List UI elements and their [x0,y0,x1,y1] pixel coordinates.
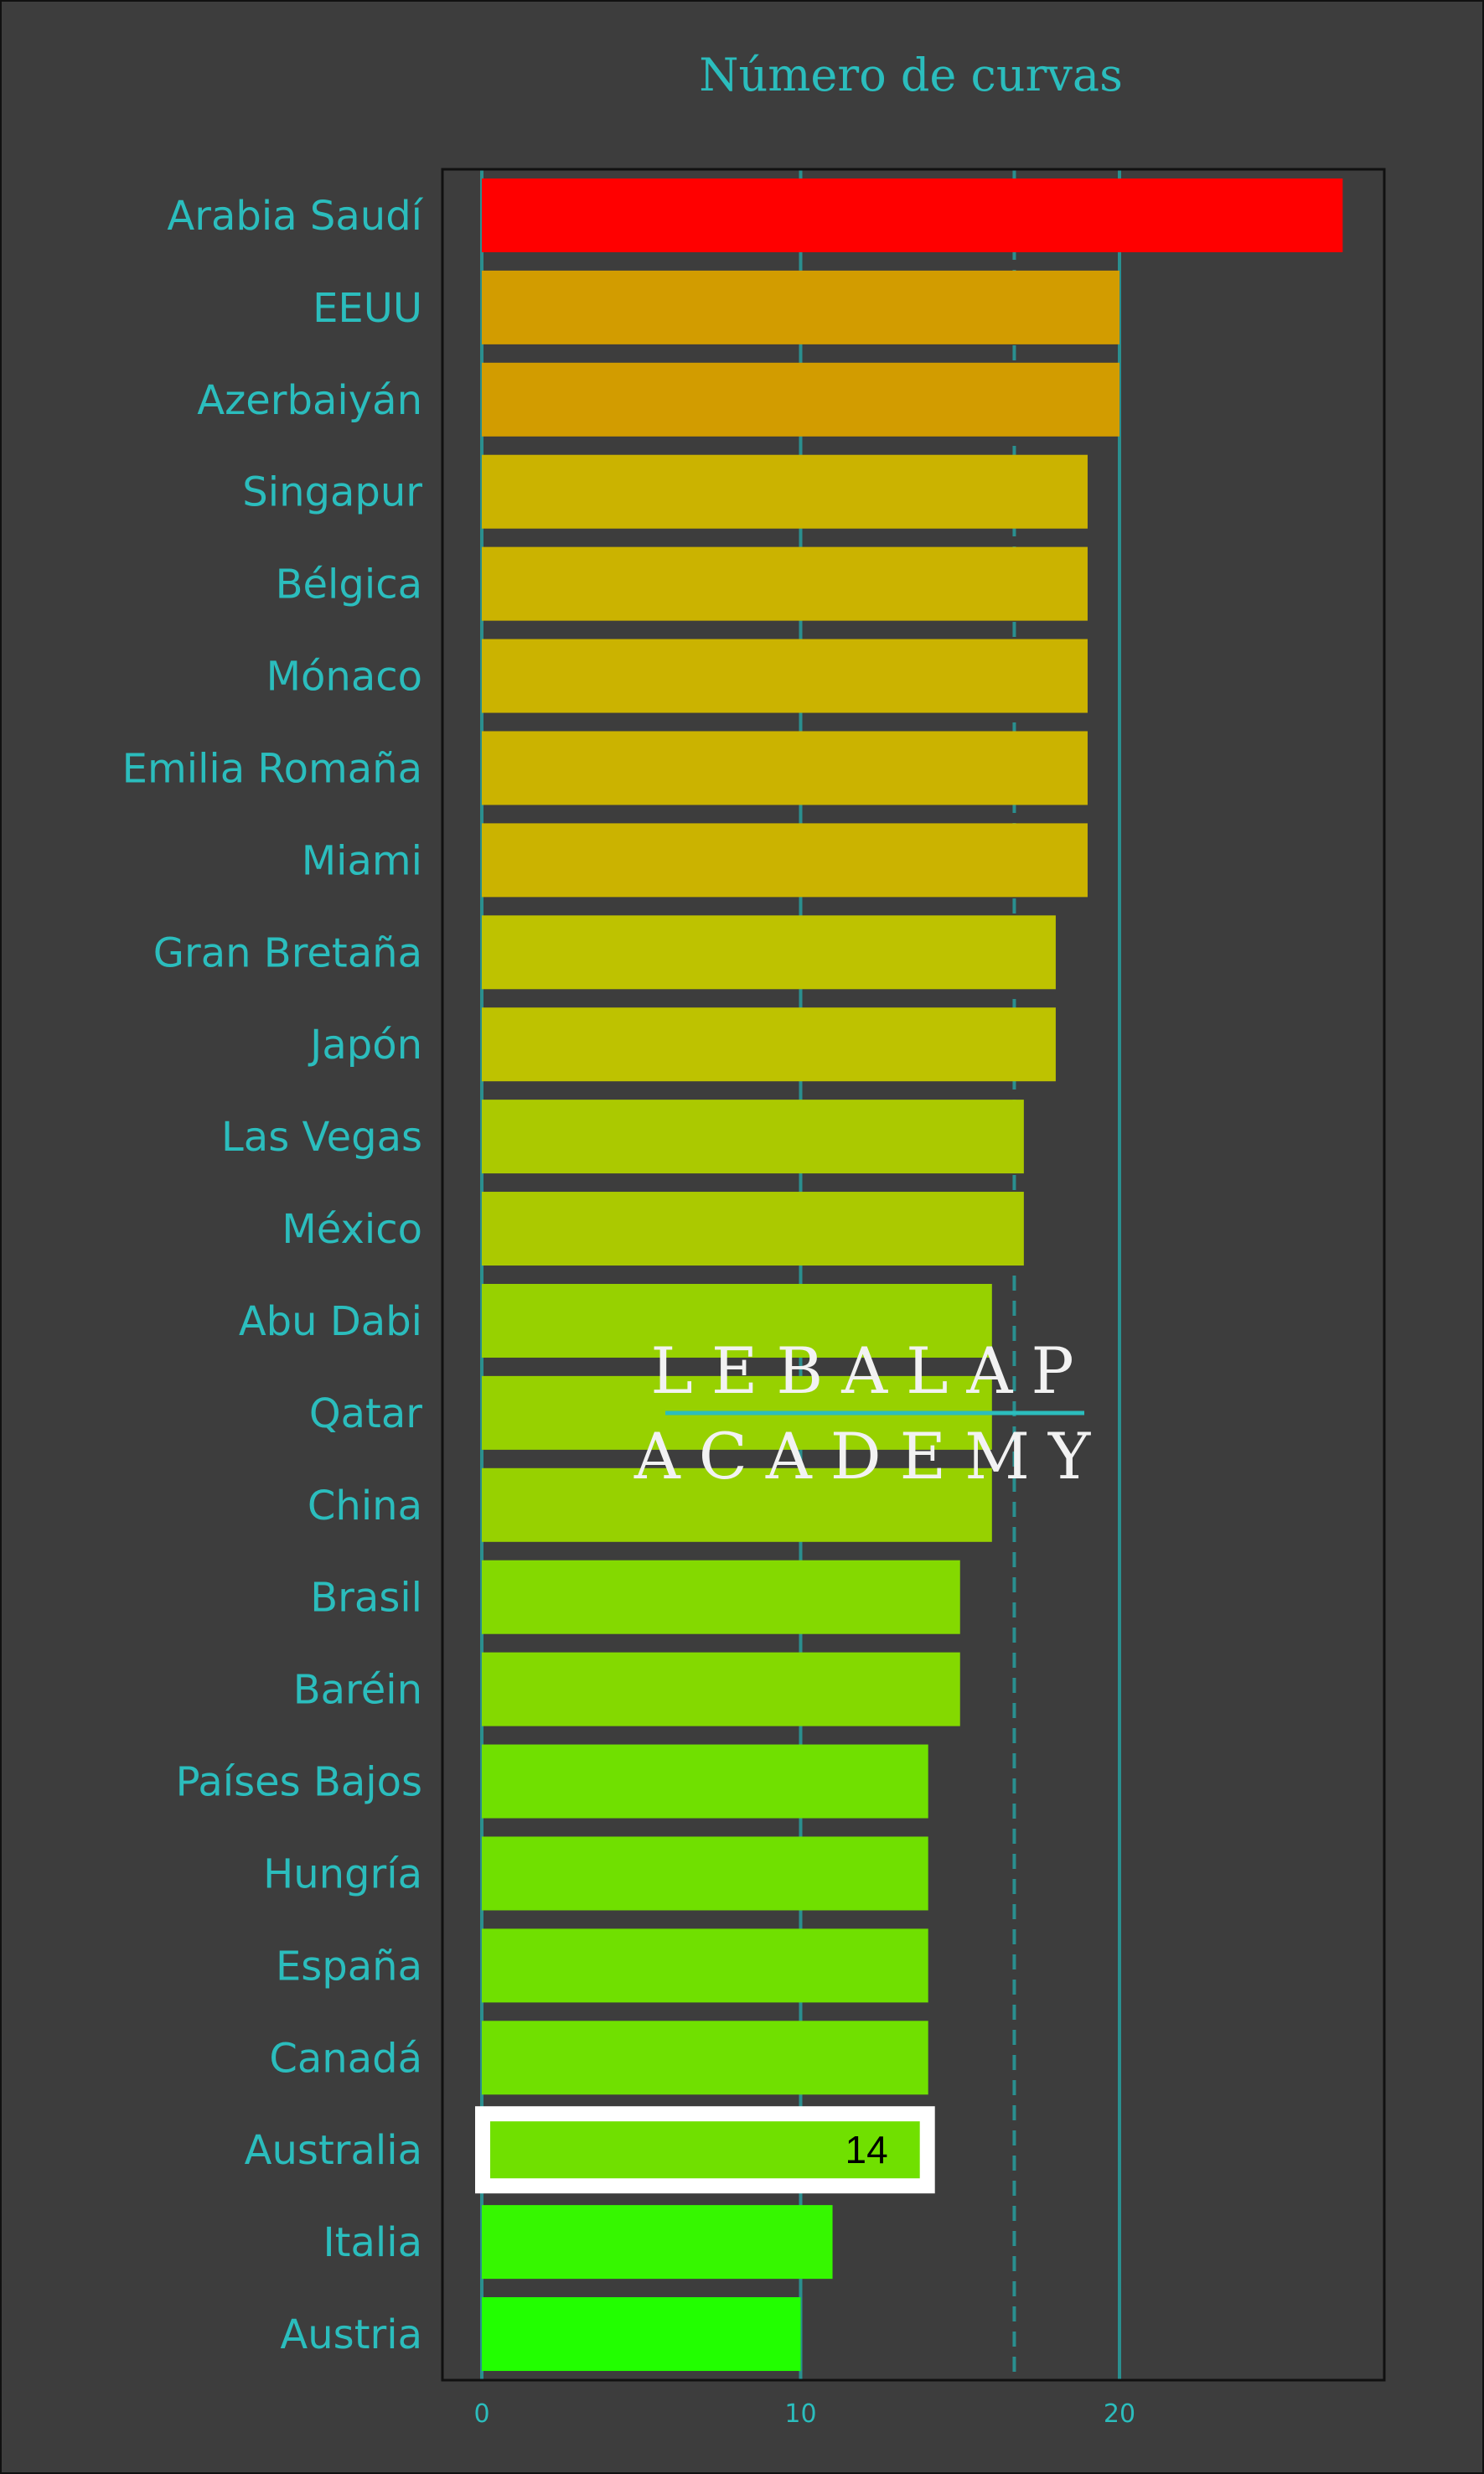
category-label-las-vegas: Las Vegas [221,1114,422,1161]
bar-espana [482,1928,928,2003]
category-label-belgica: Bélgica [276,562,422,608]
category-label-brasil: Brasil [310,1575,422,1622]
category-labels: Arabia Saudí EEUU Azerbaiyán Singapur Bélgic… [122,193,424,2358]
bar-miami [482,823,1088,898]
plot-frame [441,168,1386,2382]
category-label-gran-bretana: Gran Bretaña [153,929,422,976]
category-label-paises-bajos: Países Bajos [176,1759,422,1806]
category-label-abu-dabi: Abu Dabi [239,1298,422,1345]
category-label-china: China [308,1483,422,1529]
bar-japon [482,1007,1056,1082]
highlight-value-label: 14 [845,2128,888,2171]
x-axis-ticks: 0 10 20 [473,2399,1135,2429]
category-label-azerbaiyan: Azerbaiyán [197,377,422,424]
x-tick-label-0: 0 [473,2399,489,2429]
bar-china [482,1467,992,1542]
bar-hungria [482,1836,928,1911]
bar-abu-dabi [482,1283,992,1358]
category-label-qatar: Qatar [309,1390,422,1437]
bar-paises-bajos [482,1744,928,1819]
category-label-canada: Canadá [269,2035,422,2082]
category-label-austria: Austria [280,2311,422,2358]
bar-azerbaiyan [482,362,1119,437]
bar-arabia-saudi [482,178,1343,252]
bar-eeuu [482,270,1119,344]
highlight: 14 [845,2128,888,2171]
category-label-italia: Italia [323,2219,422,2266]
category-label-emilia-romana: Emilia Romaña [122,745,422,792]
category-label-espana: España [276,1943,422,1990]
bar-gran-bretana [482,915,1056,990]
watermark-logo: LEBALAP ACADEMY [633,1333,1109,1493]
category-label-arabia-saudi: Arabia Saudí [167,193,423,240]
bar-singapur [482,454,1088,529]
watermark-line-2: ACADEMY [633,1419,1109,1493]
gridlines [480,169,1121,2380]
category-label-eeuu: EEUU [313,285,422,332]
category-label-japon: Japón [308,1022,422,1069]
x-tick-label-10: 10 [784,2399,816,2429]
category-label-miami: Miami [302,837,422,884]
category-label-barein: Baréin [293,1667,422,1714]
bar-monaco [482,639,1088,713]
category-label-hungria: Hungría [263,1850,422,1897]
x-tick-label-20: 20 [1104,2399,1135,2429]
category-label-australia: Australia [245,2127,422,2174]
category-label-singapur: Singapur [242,469,422,516]
bar-emilia-romana [482,731,1088,805]
category-label-monaco: Mónaco [266,654,422,701]
bars [475,178,1343,2372]
bar-barein [482,1652,960,1726]
bar-italia [482,2205,833,2280]
bar-canada [482,2021,928,2095]
bar-austria [482,2297,801,2372]
watermark-line-1: LEBALAP [650,1333,1092,1408]
chart-title: Número de curvas [699,49,1123,101]
bar-australia [490,2121,920,2179]
category-label-mexico: México [282,1206,422,1253]
bar-brasil [482,1560,960,1634]
bar-mexico [482,1192,1024,1266]
bar-las-vegas [482,1100,1024,1174]
bar-belgica [482,546,1088,621]
